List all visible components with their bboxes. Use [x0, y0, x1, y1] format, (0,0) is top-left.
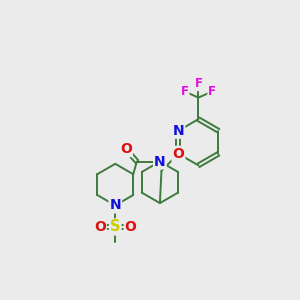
Text: O: O — [172, 147, 184, 161]
Text: N: N — [172, 124, 184, 138]
Text: S: S — [110, 220, 121, 235]
Text: F: F — [194, 77, 202, 90]
Text: N: N — [110, 198, 121, 212]
Text: O: O — [94, 220, 106, 234]
Text: O: O — [125, 220, 136, 234]
Text: O: O — [120, 142, 132, 156]
Text: F: F — [181, 85, 189, 98]
Text: N: N — [154, 154, 166, 169]
Text: F: F — [208, 85, 216, 98]
